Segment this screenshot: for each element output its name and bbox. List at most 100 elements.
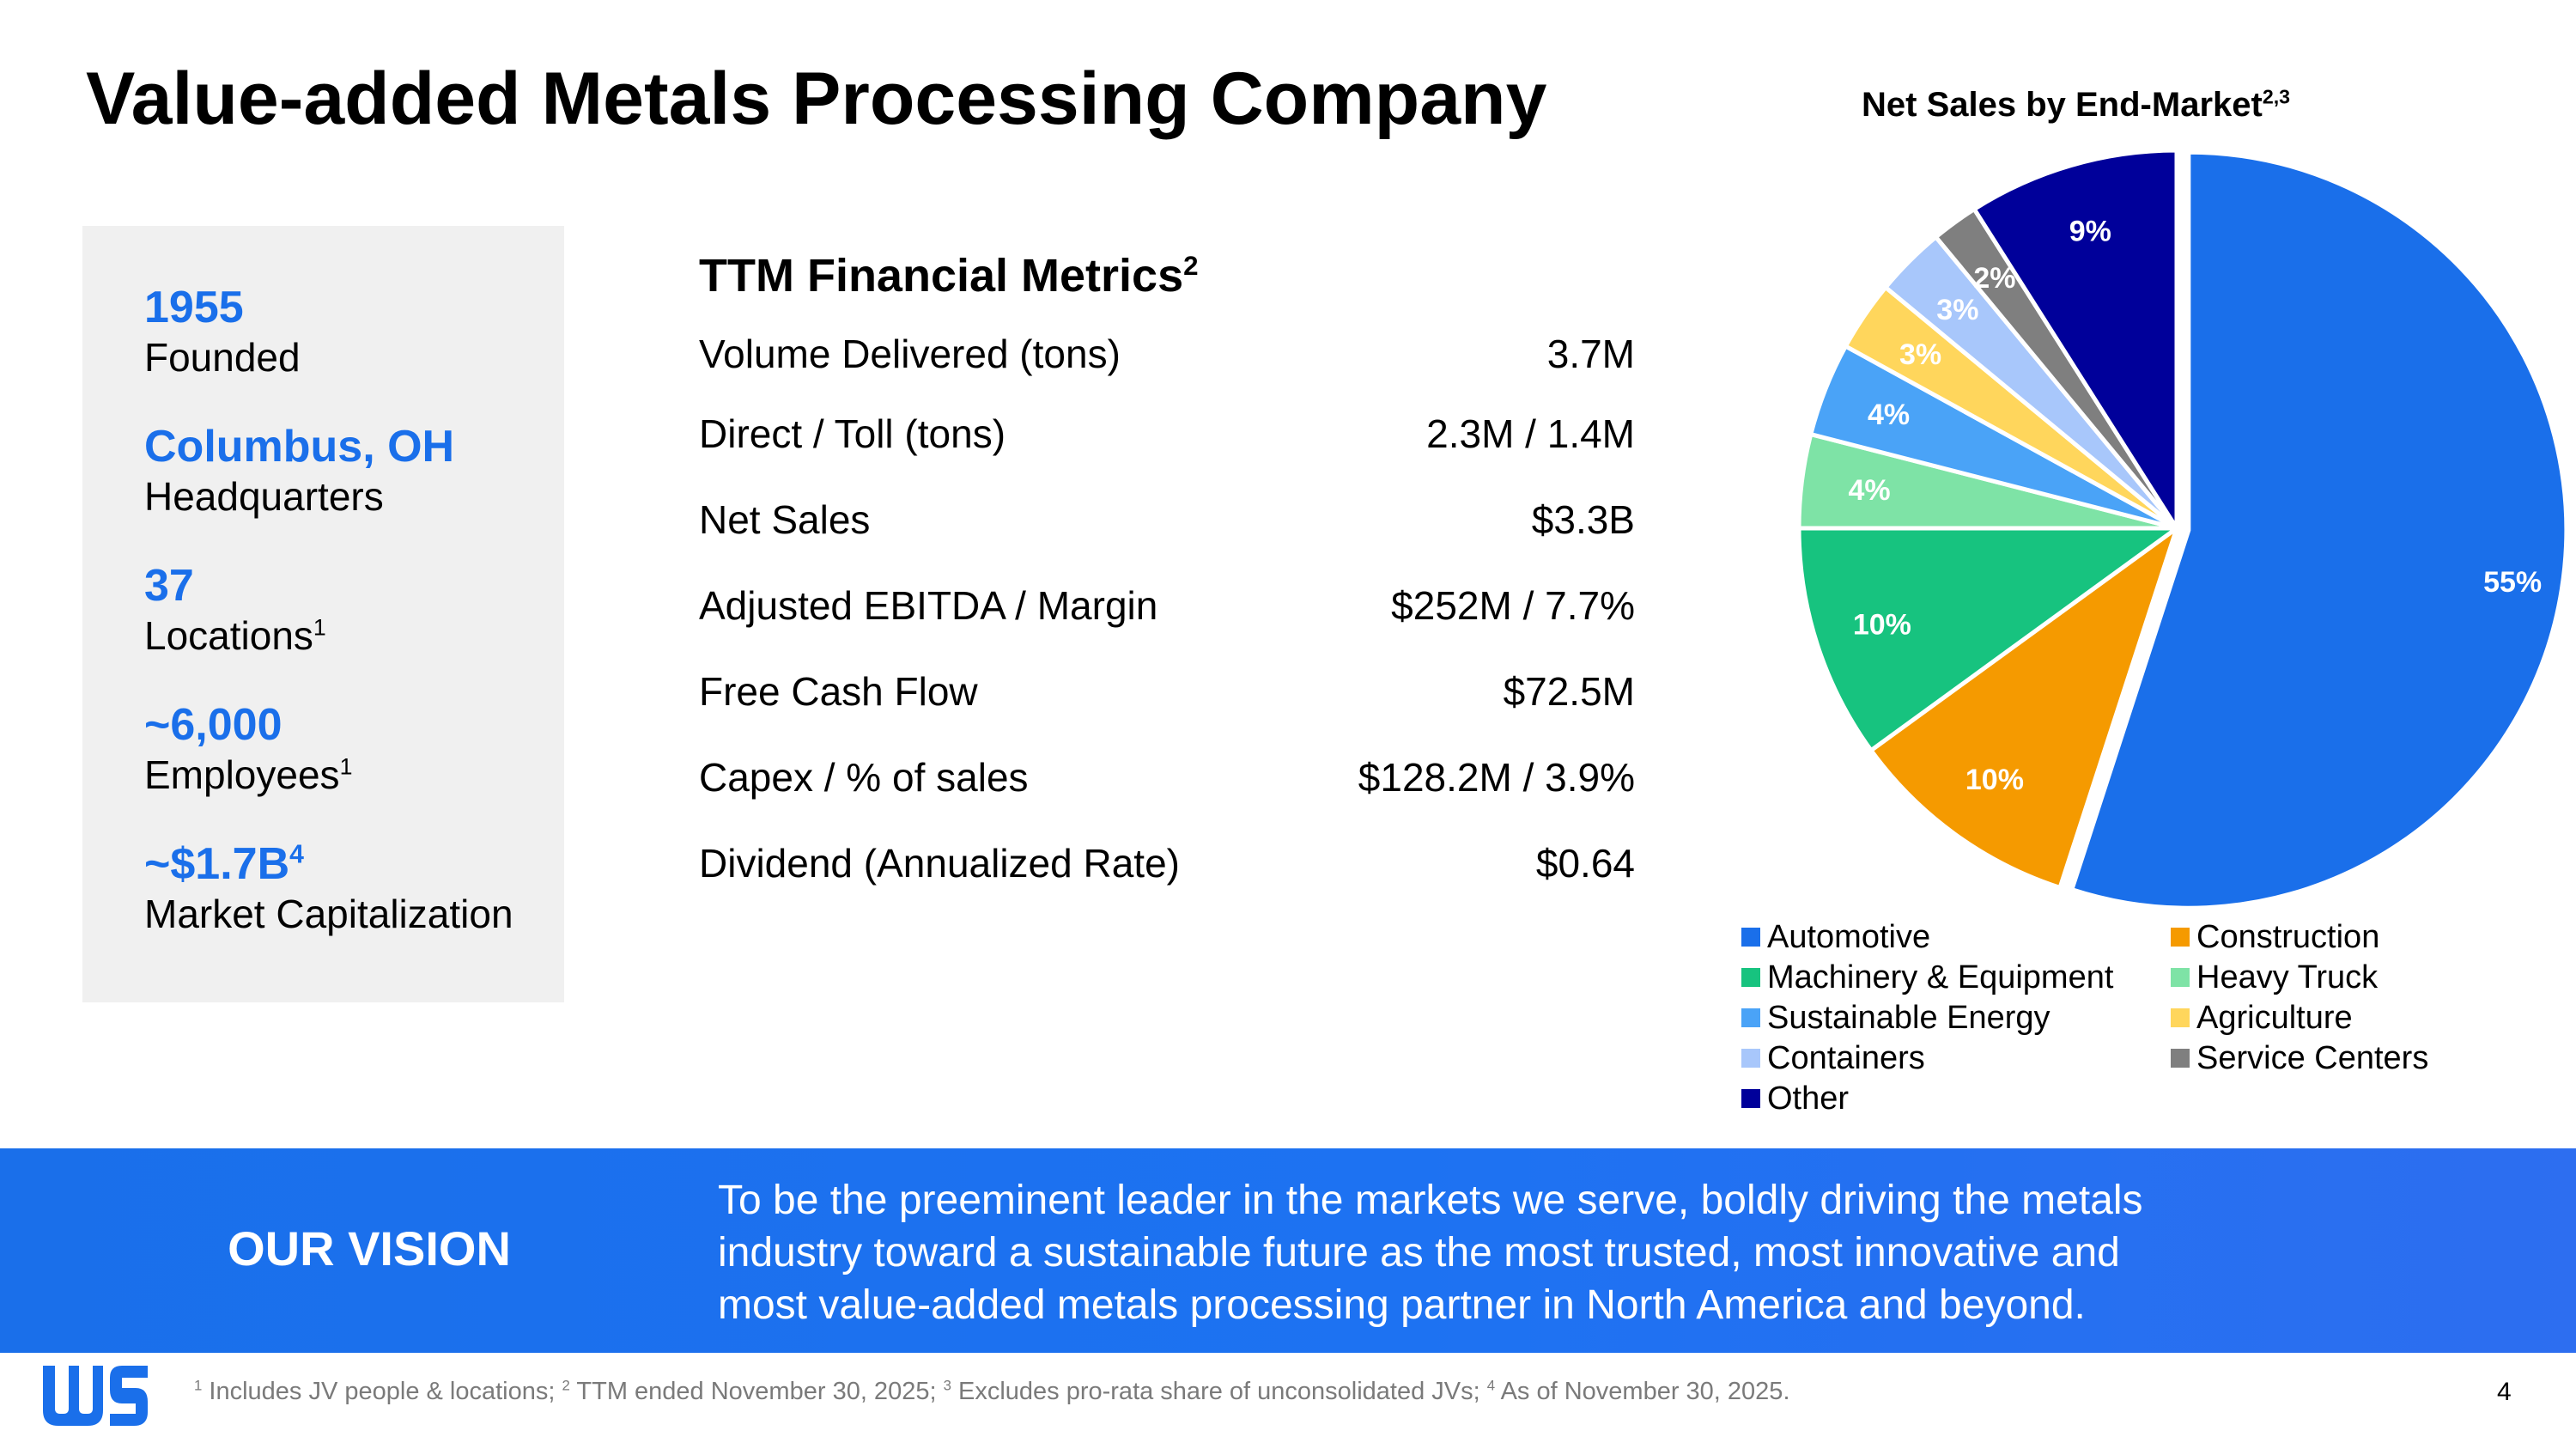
metric-label: Volume Delivered (tons): [699, 332, 1121, 376]
legend-label: Agriculture: [2196, 1000, 2353, 1036]
legend-item: Sustainable Energy: [1741, 1000, 2050, 1037]
fact-label: Market Capitalization: [144, 891, 513, 936]
fact-label: Founded: [144, 334, 301, 380]
metric-value: $3.3B: [1531, 497, 1635, 542]
vision-line: industry toward a sustainable future as …: [718, 1230, 2120, 1275]
pie-slice-label: 10%: [1965, 764, 2024, 796]
footnote-text: As of November 30, 2025.: [1495, 1378, 1790, 1405]
chart-title: Net Sales by End-Market2,3: [1862, 86, 2290, 125]
pie-slice-label: 55%: [2483, 566, 2542, 599]
net-sales-pie-chart: 55%10%10%4%4%3%3%2%9%: [1796, 148, 2569, 910]
footnote-ref: 1: [313, 614, 326, 641]
vision-line: To be the preeminent leader in the marke…: [718, 1178, 2143, 1223]
metric-row: Free Cash Flow $72.5M: [699, 668, 1635, 720]
legend-label: Containers: [1767, 1040, 1925, 1076]
fact-label: Headquarters: [144, 473, 384, 519]
metric-row: Volume Delivered (tons) 3.7M: [699, 331, 1635, 382]
metric-label: Net Sales: [699, 497, 871, 542]
metric-value: $252M / 7.7%: [1391, 583, 1635, 628]
metric-row: Direct / Toll (tons) 2.3M / 1.4M: [699, 411, 1635, 462]
footnote-text: TTM ended November 30, 2025;: [569, 1378, 944, 1405]
legend-label: Machinery & Equipment: [1767, 959, 2114, 995]
legend-label: Sustainable Energy: [1767, 1000, 2050, 1036]
legend-item: Automotive: [1741, 919, 1930, 956]
metric-row: Adjusted EBITDA / Margin $252M / 7.7%: [699, 582, 1635, 634]
chart-title-text: Net Sales by End-Market: [1862, 86, 2263, 124]
legend-swatch: [2171, 968, 2190, 987]
legend-item: Machinery & Equipment: [1741, 959, 2113, 996]
legend-swatch: [1741, 1008, 1760, 1027]
legend-label: Automotive: [1767, 919, 1931, 955]
pie-slice-machinery-equipment: [1796, 526, 2184, 754]
fact-founded: 1955 Founded: [144, 283, 301, 381]
legend-swatch: [1741, 1089, 1760, 1108]
metric-row: Net Sales $3.3B: [699, 496, 1635, 548]
metric-value: $72.5M: [1503, 669, 1635, 714]
metrics-title-text: TTM Financial Metrics: [699, 250, 1184, 301]
pie-slice-construction: [1868, 522, 2181, 891]
legend-item: Containers: [1741, 1040, 1925, 1077]
footnote-text: Includes JV people & locations;: [202, 1378, 562, 1405]
metrics-title: TTM Financial Metrics2: [699, 249, 1199, 302]
pie-slice-label: 9%: [2069, 216, 2111, 248]
footnote-marker: 2: [562, 1377, 570, 1394]
footnote-marker: 3: [943, 1377, 951, 1394]
vision-banner: OUR VISION To be the preeminent leader i…: [0, 1148, 2576, 1353]
legend-swatch: [2171, 1008, 2190, 1027]
legend-label: Construction: [2196, 919, 2380, 955]
legend-swatch: [1741, 928, 1760, 947]
page-title: Value-added Metals Processing Company: [86, 58, 1547, 140]
company-logo: WS: [43, 1366, 148, 1426]
fact-locations: 37 Locations1: [144, 561, 326, 660]
fact-value-text: ~$1.7B: [144, 839, 290, 889]
legend-label: Heavy Truck: [2196, 959, 2379, 995]
legend-item: Other: [1741, 1081, 1849, 1117]
legend-swatch: [2171, 1049, 2190, 1068]
metric-row: Capex / % of sales $128.2M / 3.9%: [699, 754, 1635, 806]
footnote-ref: 2,3: [2262, 85, 2291, 108]
metric-label: Capex / % of sales: [699, 755, 1029, 800]
company-facts-panel: 1955 Founded Columbus, OH Headquarters 3…: [82, 226, 564, 1002]
fact-value: ~$1.7B4: [144, 839, 513, 891]
metric-label: Adjusted EBITDA / Margin: [699, 583, 1158, 628]
footnote-marker: 1: [194, 1377, 203, 1394]
legend-swatch: [2171, 928, 2190, 947]
fact-headquarters: Columbus, OH Headquarters: [144, 422, 454, 521]
vision-line: most value-added metals processing partn…: [718, 1282, 2086, 1328]
fact-label: Employees1: [144, 752, 352, 799]
footnote-ref: 1: [339, 753, 353, 780]
fact-market-cap: ~$1.7B4 Market Capitalization: [144, 839, 513, 938]
legend-swatch: [1741, 1049, 1760, 1068]
fact-label: Locations1: [144, 612, 326, 660]
legend-label: Service Centers: [2196, 1040, 2429, 1076]
metric-value: 2.3M / 1.4M: [1426, 411, 1635, 456]
footnote-ref: 2: [1183, 251, 1199, 281]
pie-slice-other: [1971, 148, 2179, 536]
vision-label: OUR VISION: [228, 1221, 511, 1275]
pie-slice-label: 2%: [1973, 262, 2015, 295]
pie-slice-label: 3%: [1899, 338, 1941, 371]
metric-label: Dividend (Annualized Rate): [699, 841, 1180, 886]
pie-slice-label: 3%: [1936, 294, 1978, 326]
page-number: 4: [2497, 1378, 2512, 1406]
pie-slice-label: 4%: [1868, 399, 1910, 431]
metric-value: $128.2M / 3.9%: [1358, 755, 1635, 800]
legend-item: Service Centers: [2171, 1040, 2428, 1077]
legend-swatch: [1741, 968, 1760, 987]
metric-value: $0.64: [1535, 841, 1635, 886]
fact-value: ~6,000: [144, 700, 283, 750]
legend-item: Construction: [2171, 919, 2379, 956]
footnote-ref: 4: [289, 840, 304, 869]
metric-row: Dividend (Annualized Rate) $0.64: [699, 840, 1635, 892]
footnotes: 1 Includes JV people & locations; 2 TTM …: [194, 1378, 1790, 1406]
legend-item: Heavy Truck: [2171, 959, 2378, 996]
fact-value: Columbus, OH: [144, 422, 455, 472]
metric-value: 3.7M: [1546, 332, 1635, 376]
fact-label-text: Employees: [144, 752, 340, 797]
footnote-marker: 4: [1486, 1377, 1496, 1394]
fact-label-text: Locations: [144, 612, 313, 658]
fact-employees: ~6,000 Employees1: [144, 700, 352, 799]
legend-label: Other: [1767, 1081, 1850, 1117]
vision-statement: To be the preeminent leader in the marke…: [718, 1174, 2263, 1331]
footnote-text: Excludes pro-rata share of unconsolidate…: [951, 1378, 1487, 1405]
